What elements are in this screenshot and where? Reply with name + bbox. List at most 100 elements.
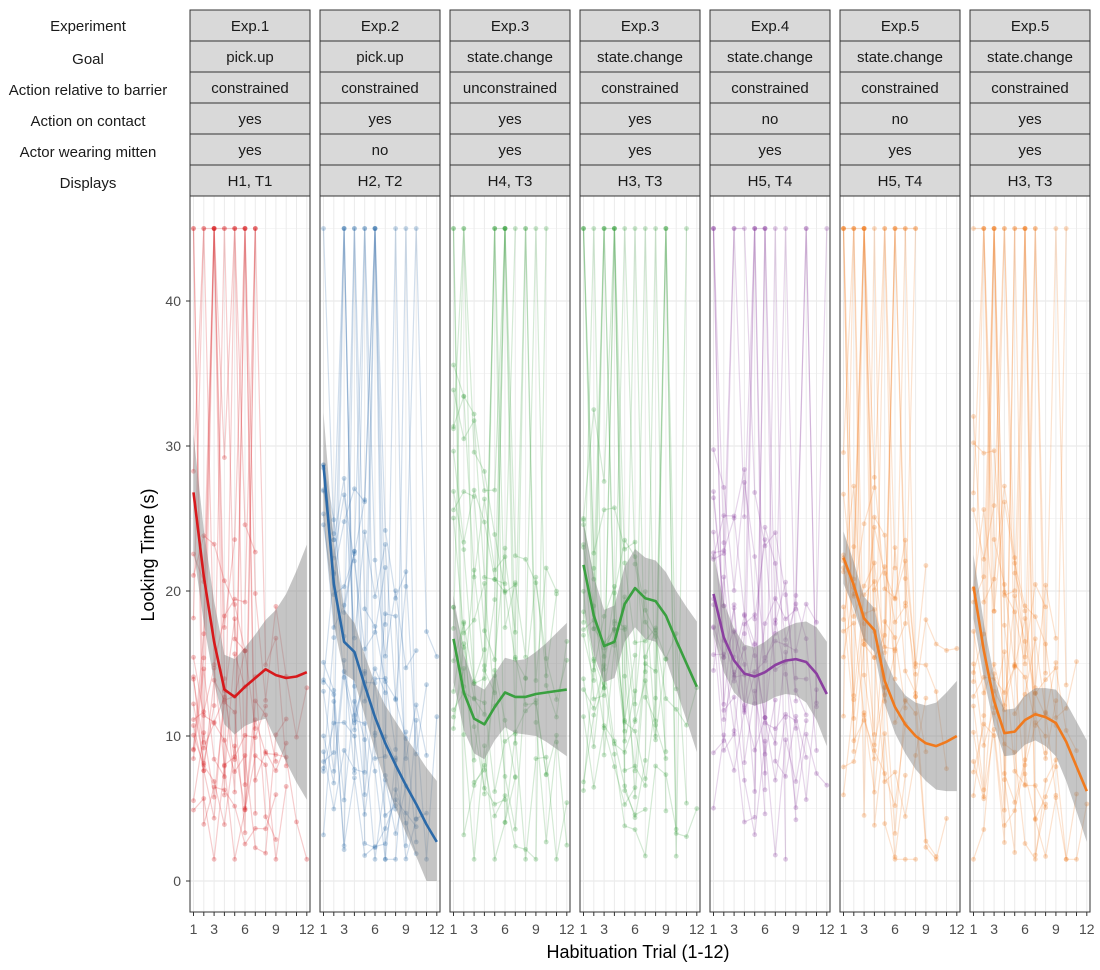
raw-data-point (533, 700, 539, 706)
x-axis: 1 3 6 9 12 (320, 912, 445, 937)
raw-data-point (872, 789, 877, 795)
raw-data-point (372, 226, 378, 231)
raw-trace-line (322, 464, 386, 702)
raw-data-point (512, 729, 518, 735)
x-axis: 1 3 6 9 12 (580, 912, 705, 937)
raw-data-point (851, 749, 857, 754)
raw-data-point (752, 612, 758, 618)
raw-data-point (632, 785, 638, 790)
raw-data-point (721, 748, 727, 753)
raw-data-point (424, 753, 429, 758)
raw-trace-line (582, 228, 667, 752)
raw-trace-line (582, 228, 657, 756)
raw-data-point (742, 703, 747, 708)
raw-data-point (523, 847, 528, 852)
raw-data-point (482, 667, 487, 673)
panel-border (449, 195, 571, 913)
raw-data-point (902, 705, 908, 711)
raw-data-point (1022, 608, 1028, 614)
raw-data-point (913, 664, 918, 670)
raw-data-point (382, 622, 388, 627)
raw-data-point (861, 226, 867, 231)
raw-trace-line (192, 228, 256, 833)
raw-data-point (783, 714, 788, 720)
raw-data-point (981, 796, 987, 802)
raw-data-point (1002, 622, 1007, 628)
raw-data-point (461, 832, 467, 838)
raw-data-point (413, 816, 419, 822)
raw-data-point (1002, 823, 1007, 828)
raw-trace-line (192, 228, 287, 819)
raw-data-point (762, 715, 768, 720)
raw-data-point (1012, 593, 1018, 599)
raw-data-point (461, 539, 467, 545)
raw-data-point (642, 226, 648, 231)
raw-data-point (622, 802, 628, 807)
panel-border (839, 195, 961, 913)
raw-data-point (642, 807, 648, 812)
raw-data-point (642, 589, 648, 594)
raw-data-point (471, 449, 477, 455)
raw-data-point (742, 710, 747, 715)
raw-data-point (413, 816, 419, 822)
raw-data-point (711, 652, 716, 658)
raw-data-point (362, 792, 368, 798)
raw-data-point (612, 626, 617, 632)
raw-data-point (591, 656, 597, 662)
raw-data-point (1012, 663, 1018, 669)
strip-box (709, 102, 831, 135)
raw-data-point (492, 813, 498, 819)
mean-trend-line (712, 593, 828, 695)
raw-data-point (851, 759, 857, 764)
raw-data-point (1043, 670, 1048, 676)
raw-data-point (601, 613, 607, 619)
raw-data-point (752, 747, 758, 753)
raw-data-point (721, 540, 727, 546)
y-axis: 0 10 20 30 40 (165, 293, 190, 889)
raw-data-point (482, 700, 487, 706)
raw-trace-line (322, 228, 417, 860)
strip-label: state.change (857, 49, 943, 66)
raw-data-point (803, 226, 809, 231)
raw-data-point (612, 643, 617, 648)
raw-data-point (731, 605, 737, 611)
raw-data-point (581, 609, 586, 615)
raw-trace-line (192, 228, 277, 846)
raw-data-point (482, 628, 487, 634)
raw-data-point (581, 788, 586, 793)
raw-data-point (362, 721, 368, 726)
raw-data-point (461, 619, 467, 625)
raw-data-point (372, 629, 378, 635)
raw-data-point (752, 669, 758, 674)
confidence-ribbon (973, 554, 1087, 842)
plot-background (320, 196, 440, 912)
raw-data-point (362, 606, 368, 612)
raw-trace-line (972, 501, 1078, 719)
raw-data-point (471, 724, 477, 730)
raw-data-point (492, 226, 498, 231)
raw-data-point (742, 621, 747, 627)
raw-data-point (892, 226, 898, 231)
raw-trace-line (712, 228, 828, 660)
raw-trace-line (972, 618, 1057, 759)
raw-data-point (191, 573, 196, 578)
raw-data-point (581, 542, 586, 547)
raw-data-point (222, 455, 227, 460)
raw-data-point (242, 226, 248, 231)
raw-data-point (803, 797, 809, 802)
raw-data-point (684, 800, 689, 806)
raw-data-point (382, 841, 388, 847)
raw-data-point (954, 646, 960, 651)
raw-data-point (523, 226, 528, 231)
raw-data-point (632, 226, 638, 231)
raw-data-point (211, 719, 217, 725)
raw-data-point (581, 620, 586, 625)
x-tick-label: 12 (299, 921, 315, 937)
raw-data-point (1053, 764, 1059, 770)
raw-data-point (882, 570, 888, 576)
x-tick-label: 1 (580, 921, 588, 937)
strip-box (319, 71, 441, 104)
x-tick-label: 1 (840, 921, 848, 937)
raw-trace-line (322, 228, 427, 820)
strip-label: no (892, 111, 909, 128)
